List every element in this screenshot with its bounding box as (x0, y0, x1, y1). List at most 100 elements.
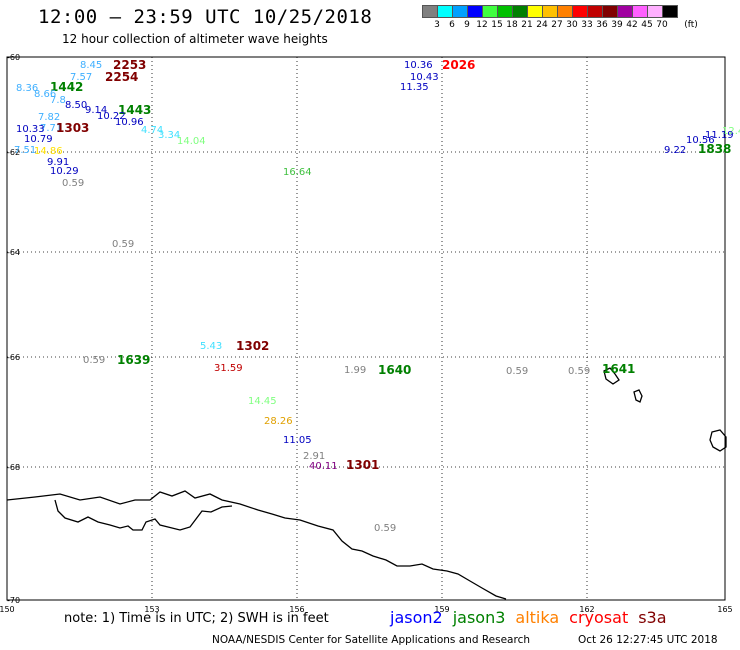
wave-height-label: 10.33 (16, 124, 45, 135)
legend-swatch (542, 5, 558, 18)
legend-swatch (467, 5, 483, 18)
satellite-jason3: jason3 (452, 608, 506, 627)
wave-height-label: 10.56 (686, 135, 715, 146)
latitude-label: -68 (7, 463, 20, 472)
pass-time-label: 2026 (442, 58, 475, 72)
legend-swatch (437, 5, 453, 18)
coastline-antarctica (6, 490, 507, 600)
wave-height-label: 0.59 (568, 366, 590, 377)
latitude-label: -66 (7, 353, 20, 362)
longitude-label: 162 (579, 605, 594, 614)
legend-swatch (482, 5, 498, 18)
wave-height-label: 5.43 (200, 341, 222, 352)
pass-time-label: 1640 (378, 363, 411, 377)
satellite-s3a: s3a (638, 608, 667, 627)
legend-label: 12 (476, 20, 488, 30)
legend-label: 45 (641, 20, 653, 30)
longitude-label: 165 (717, 605, 732, 614)
page-subtitle: 12 hour collection of altimeter wave hei… (62, 32, 328, 46)
wave-height-label: 10.96 (115, 117, 144, 128)
legend-swatch (422, 5, 438, 18)
wave-height-label: 7.57 (70, 72, 92, 83)
wave-height-label: 9.14 (85, 105, 107, 116)
legend-label: 21 (521, 20, 533, 30)
credit-text: NOAA/NESDIS Center for Satellite Applica… (212, 634, 530, 646)
wave-height-label: 2.91 (303, 451, 325, 462)
wave-height-label: 8.45 (80, 60, 102, 71)
wave-height-label: 10.36 (404, 60, 433, 71)
legend-swatch (617, 5, 633, 18)
latitude-label: -62 (7, 148, 20, 157)
wave-height-label: 0.59 (62, 178, 84, 189)
wave-height-label: 14.04 (177, 136, 206, 147)
legend-swatch (527, 5, 543, 18)
legend-swatch (662, 5, 678, 18)
wave-height-label: 0.59 (112, 239, 134, 250)
satellite-altika: altika (515, 608, 560, 627)
wave-height-label: 7.8 (50, 95, 66, 106)
legend-swatch (602, 5, 618, 18)
wave-height-label: 0.59 (374, 523, 396, 534)
pass-time-label: 2254 (105, 70, 138, 84)
island-balleny-1 (603, 367, 620, 385)
wave-height-label: 10.43 (410, 72, 439, 83)
legend-label: 3 (434, 20, 440, 30)
wave-height-label: 14.86 (34, 146, 63, 157)
wave-height-label: 16.64 (283, 167, 312, 178)
legend-swatch (572, 5, 588, 18)
latitude-label: -64 (7, 248, 20, 257)
legend-label: 70 (656, 20, 668, 30)
wave-height-label: 11.35 (400, 82, 429, 93)
page-title: 12:00 – 23:59 UTC 10/25/2018 (38, 6, 373, 28)
legend-unit: (ft) (684, 20, 698, 30)
legend-swatch (452, 5, 468, 18)
wave-height-label: 7.82 (38, 112, 60, 123)
island-balleny-3 (709, 429, 727, 452)
wave-height-label: 0.59 (506, 366, 528, 377)
wave-height-label: 11.05 (283, 435, 312, 446)
wave-height-label: 28.26 (264, 416, 293, 427)
satellite-cryosat: cryosat (569, 608, 629, 627)
wave-height-label: 12.4 (722, 126, 740, 137)
longitude-label: 153 (144, 605, 159, 614)
wave-height-label: 7.51 (14, 145, 36, 156)
legend-swatch (512, 5, 528, 18)
wave-height-label: 8.36 (16, 83, 38, 94)
pass-time-label: 1639 (117, 353, 150, 367)
latitude-label: -60 (7, 53, 20, 62)
wave-height-label: 8.50 (65, 100, 87, 111)
island-balleny-2 (633, 389, 643, 403)
longitude-label: 159 (434, 605, 449, 614)
pass-time-label: 1302 (236, 339, 269, 353)
wave-height-label: 14.45 (248, 396, 277, 407)
legend-label: 15 (491, 20, 503, 30)
legend-swatch (557, 5, 573, 18)
wave-height-label: 10.22 (97, 111, 126, 122)
legend-label: 39 (611, 20, 623, 30)
wave-height-label: 7.71 (40, 123, 62, 134)
legend-color-bar (422, 5, 678, 18)
pass-time-label: 2253 (113, 58, 146, 72)
legend-swatch (647, 5, 663, 18)
wave-height-label: 10.29 (50, 166, 79, 177)
legend-label: 36 (596, 20, 608, 30)
wave-height-label: 3.34 (158, 130, 180, 141)
legend-label: 18 (506, 20, 518, 30)
pass-time-label: 1641 (602, 362, 635, 376)
wave-height-label: 9.22 (664, 145, 686, 156)
wave-height-label: 31.59 (214, 363, 243, 374)
wave-height-label: 8.66 (34, 89, 56, 100)
legend-label: 6 (449, 20, 455, 30)
legend-swatch (632, 5, 648, 18)
legend-label: 30 (566, 20, 578, 30)
wave-height-label: 1.99 (344, 365, 366, 376)
coastline-peninsula (54, 499, 233, 531)
pass-time-label: 1442 (50, 80, 83, 94)
pass-time-label: 1301 (346, 458, 379, 472)
wave-height-label: 0.59 (83, 355, 105, 366)
latitude-label: -70 (7, 596, 20, 605)
credit-timestamp: Oct 26 12:27:45 UTC 2018 (578, 634, 718, 646)
